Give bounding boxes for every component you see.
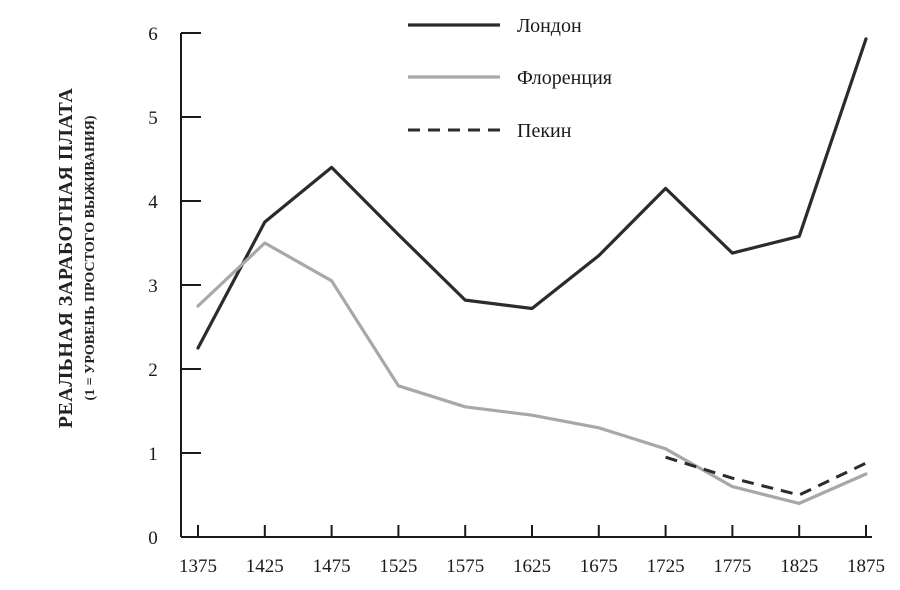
- x-tick-label: 1625: [513, 556, 551, 577]
- y-tick-label: 1: [148, 444, 158, 465]
- y-tick-label: 2: [148, 360, 158, 381]
- x-tick-label: 1425: [246, 556, 284, 577]
- legend-label-3: Пекин: [517, 120, 572, 142]
- legend: Лондон Флоренция Пекин: [408, 15, 612, 142]
- series-line-3: [665, 455, 867, 497]
- y-tick-label: 3: [148, 276, 158, 297]
- y-tick-label: 0: [148, 528, 158, 549]
- legend-label-1: Лондон: [517, 15, 582, 37]
- y-axis-title-group: РЕАЛЬНАЯ ЗАРАБОТНАЯ ПЛАТА (1 = УРОВЕНЬ П…: [55, 88, 98, 429]
- y-axis-title: РЕАЛЬНАЯ ЗАРАБОТНАЯ ПЛАТА: [55, 88, 77, 429]
- y-axis-subtitle: (1 = УРОВЕНЬ ПРОСТОГО ВЫЖИВАНИЯ): [83, 115, 98, 400]
- x-tick-label: 1525: [379, 556, 417, 577]
- x-tick-label: 1875: [847, 556, 885, 577]
- x-tick-label: 1375: [179, 556, 217, 577]
- tick-labels: 0 1 2 3 4 5 6 1375 1425 1475 1525 1575 1625 1675 1725 1…: [148, 24, 885, 577]
- y-tick-label: 4: [148, 192, 158, 213]
- y-tick-label: 6: [148, 24, 158, 45]
- x-tick-label: 1725: [647, 556, 685, 577]
- x-tick-label: 1675: [580, 556, 618, 577]
- x-tick-label: 1575: [446, 556, 484, 577]
- series-line-1: [196, 37, 868, 350]
- x-tick-label: 1825: [780, 556, 818, 577]
- series-line-2: [196, 241, 868, 505]
- axes: [180, 32, 872, 538]
- x-tick-label: 1775: [713, 556, 751, 577]
- legend-label-2: Флоренция: [517, 67, 612, 89]
- x-tick-label: 1475: [313, 556, 351, 577]
- y-tick-label: 5: [148, 108, 158, 129]
- series-lines: [196, 37, 868, 505]
